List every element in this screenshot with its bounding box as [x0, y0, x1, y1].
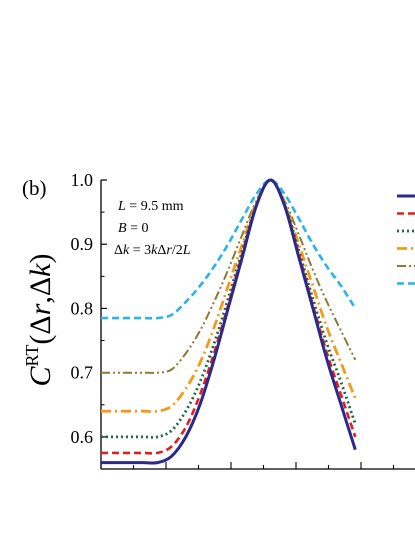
annotation-delta-k-c: = 3 — [129, 243, 151, 258]
y-axis-title-open: (Δ — [24, 315, 57, 344]
y-axis-title: CRT(Δr,Δk) — [22, 253, 57, 386]
y-tick-label: 0.7 — [71, 363, 94, 383]
annotation-length-rest: = 9.5 mm — [126, 199, 184, 214]
y-axis-title-sup: RT — [22, 345, 42, 367]
annotation-field-rest: = 0 — [127, 221, 149, 236]
panel-label: (b) — [22, 176, 47, 200]
y-tick-label: 0.9 — [71, 234, 94, 254]
y-axis-title-k: k — [24, 263, 57, 277]
annotation-delta-k-b: k — [123, 243, 130, 258]
annotation-field: B = 0 — [118, 221, 148, 236]
annotation-delta-k-e: Δ — [157, 243, 166, 258]
annotation-field-var: B — [118, 221, 127, 236]
curves-group — [100, 178, 357, 465]
annotation-delta-k-g: /2 — [172, 243, 183, 258]
series-line-4 — [101, 178, 357, 374]
annotation-delta-k: Δk = 3kΔr/2L — [114, 243, 191, 258]
axes-group: 0.6 0.7 0.8 0.9 1.0 — [71, 170, 415, 470]
y-axis-title-comma: ,Δ — [24, 277, 57, 304]
annotation-delta-k-h: L — [182, 243, 191, 258]
y-axis-title-c: C — [24, 366, 57, 387]
annotation-length: L = 9.5 mm — [117, 199, 184, 214]
y-axis-title-r: r — [24, 303, 57, 315]
series-line-3 — [101, 178, 357, 413]
annotation-delta-k-a: Δ — [114, 243, 123, 258]
annotation-length-var: L — [117, 199, 126, 214]
y-tick-label: 0.6 — [71, 427, 94, 447]
legend-group — [397, 194, 415, 285]
y-tick-label: 1.0 — [71, 170, 94, 190]
annotation-delta-k-d: k — [151, 243, 158, 258]
annotation-delta-k-f: r — [166, 243, 172, 258]
y-tick-label: 0.8 — [71, 298, 94, 318]
series-line-0 — [101, 178, 357, 465]
y-axis-title-close: ) — [24, 253, 57, 263]
series-line-2 — [100, 178, 357, 439]
